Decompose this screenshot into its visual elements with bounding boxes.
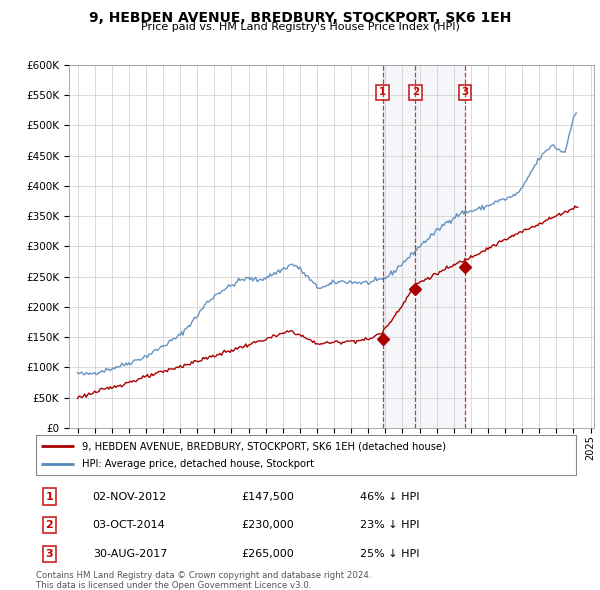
Text: HPI: Average price, detached house, Stockport: HPI: Average price, detached house, Stoc… — [82, 458, 314, 468]
Text: Contains HM Land Registry data © Crown copyright and database right 2024.: Contains HM Land Registry data © Crown c… — [36, 571, 371, 579]
Text: 3: 3 — [461, 87, 469, 97]
Text: 23% ↓ HPI: 23% ↓ HPI — [360, 520, 419, 530]
Bar — [383, 65, 465, 428]
Text: 9, HEBDEN AVENUE, BREDBURY, STOCKPORT, SK6 1EH (detached house): 9, HEBDEN AVENUE, BREDBURY, STOCKPORT, S… — [82, 441, 446, 451]
Text: 3: 3 — [46, 549, 53, 559]
Text: 03-OCT-2014: 03-OCT-2014 — [92, 520, 166, 530]
Text: This data is licensed under the Open Government Licence v3.0.: This data is licensed under the Open Gov… — [36, 581, 311, 589]
Text: Price paid vs. HM Land Registry's House Price Index (HPI): Price paid vs. HM Land Registry's House … — [140, 22, 460, 32]
Text: 02-NOV-2012: 02-NOV-2012 — [92, 491, 167, 502]
Text: £147,500: £147,500 — [241, 491, 294, 502]
Text: 46% ↓ HPI: 46% ↓ HPI — [360, 491, 419, 502]
Text: 2: 2 — [412, 87, 419, 97]
Text: 1: 1 — [379, 87, 386, 97]
Text: 25% ↓ HPI: 25% ↓ HPI — [360, 549, 419, 559]
Text: 1: 1 — [46, 491, 53, 502]
Text: £230,000: £230,000 — [241, 520, 294, 530]
Text: £265,000: £265,000 — [241, 549, 294, 559]
Text: 2: 2 — [46, 520, 53, 530]
Text: 9, HEBDEN AVENUE, BREDBURY, STOCKPORT, SK6 1EH: 9, HEBDEN AVENUE, BREDBURY, STOCKPORT, S… — [89, 11, 511, 25]
Text: 30-AUG-2017: 30-AUG-2017 — [92, 549, 167, 559]
